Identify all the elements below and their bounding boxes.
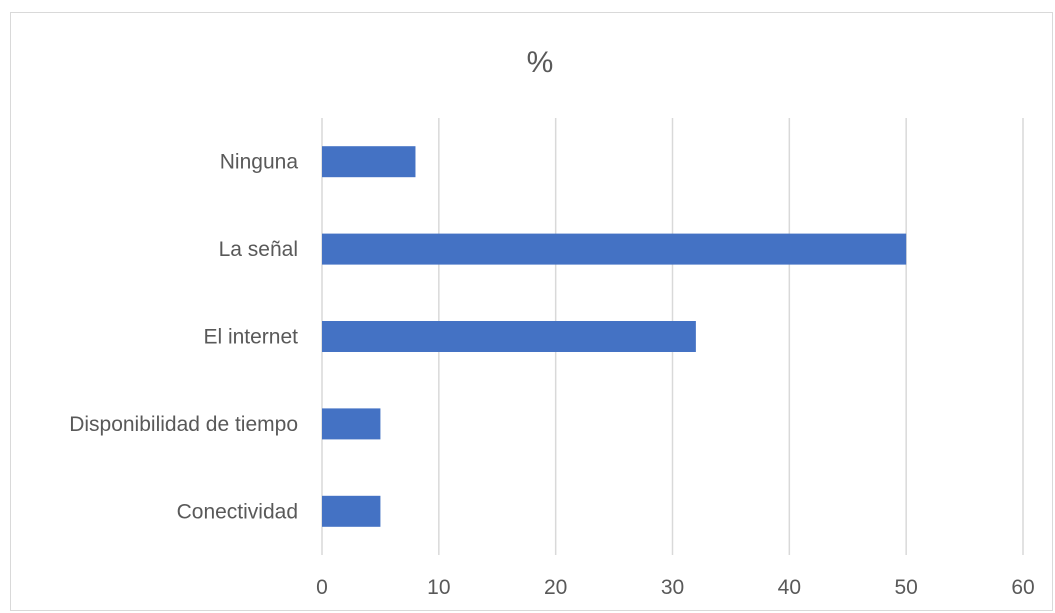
x-tick-label: 30 <box>661 576 684 599</box>
category-label: El internet <box>203 326 298 349</box>
category-label: La señal <box>219 238 298 261</box>
x-tick-label: 40 <box>778 576 801 599</box>
bars <box>322 146 907 527</box>
x-tick-label: 50 <box>894 576 917 599</box>
x-axis-tick-labels: 0 10 20 30 40 50 60 <box>316 576 1035 599</box>
bar <box>322 321 696 352</box>
x-tick-label: 20 <box>544 576 567 599</box>
category-label: Ninguna <box>220 151 299 174</box>
gridlines <box>321 118 1024 555</box>
bar <box>322 408 381 440</box>
x-tick-label: 60 <box>1011 576 1034 599</box>
chart-title: % <box>527 46 554 79</box>
bar <box>322 146 416 178</box>
x-tick-label: 10 <box>427 576 450 599</box>
category-labels: Ninguna La señal El internet Disponibilidad… <box>69 151 298 524</box>
bar <box>322 495 381 527</box>
x-tick-label: 0 <box>316 576 328 599</box>
bar <box>322 233 907 265</box>
chart-frame <box>10 12 1053 611</box>
category-label: Disponibilidad de tiempo <box>69 413 298 436</box>
category-label: Conectividad <box>177 500 298 523</box>
